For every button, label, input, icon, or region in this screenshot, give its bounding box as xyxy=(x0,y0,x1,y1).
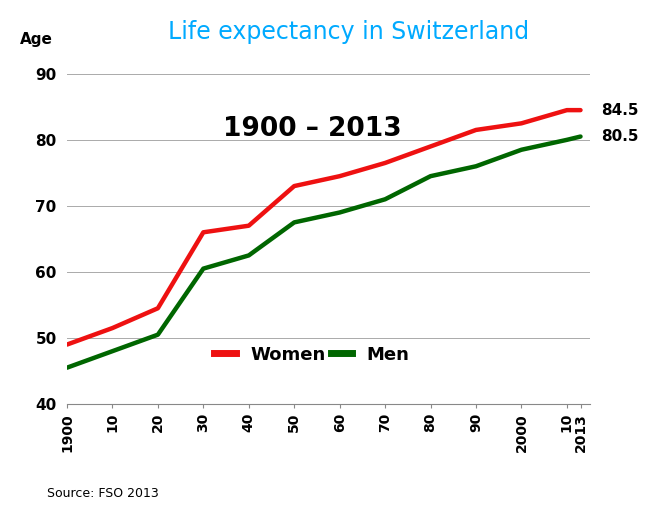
Text: Age: Age xyxy=(20,32,53,47)
Text: Source: FSO 2013: Source: FSO 2013 xyxy=(47,487,159,500)
Text: 1900 – 2013: 1900 – 2013 xyxy=(223,116,402,142)
Text: Life expectancy in Switzerland: Life expectancy in Switzerland xyxy=(168,20,529,44)
Legend: Women, Men: Women, Men xyxy=(206,338,417,371)
Text: 84.5: 84.5 xyxy=(601,103,639,118)
Text: 80.5: 80.5 xyxy=(601,129,639,144)
